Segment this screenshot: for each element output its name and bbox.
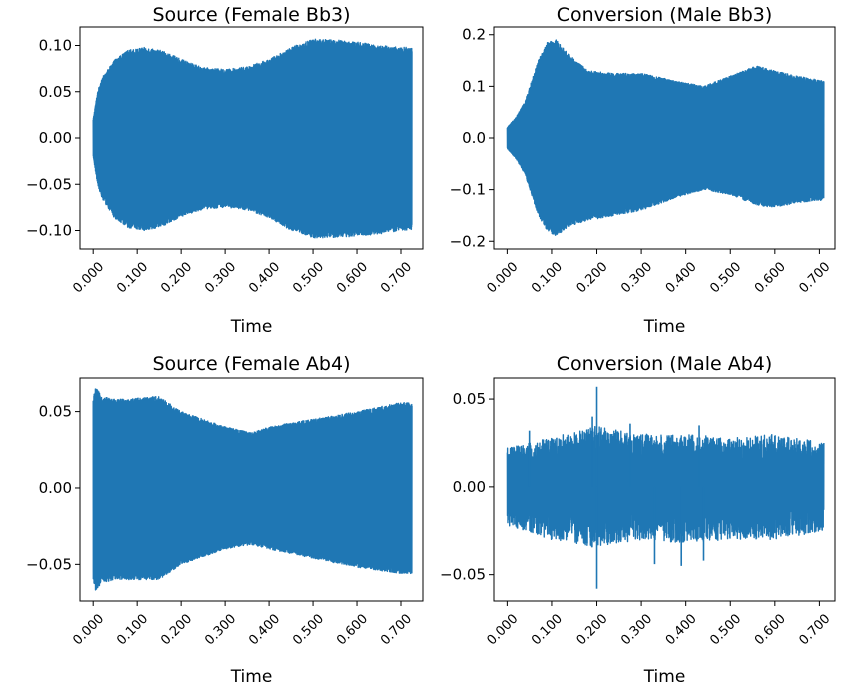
x-tick-label: 0.000 (70, 259, 107, 296)
y-axis: 0.2 0.1 0.0 −0.1 −0.2 (450, 26, 494, 250)
y-tick-label: 0.05 (453, 390, 486, 408)
waveform-group (92, 38, 413, 239)
waveform-line (92, 388, 413, 591)
y-axis: 0.10 0.05 0.00 −0.05 −0.10 (26, 37, 80, 240)
x-tick-label: 0.200 (158, 611, 195, 648)
x-tick-label: 0.100 (114, 259, 151, 296)
panel-title: Source (Female Ab4) (152, 353, 350, 375)
x-tick-label: 0.300 (618, 259, 655, 296)
x-tick-label: 0.300 (618, 611, 655, 648)
panel-source-female-bb3: Source (Female Bb3) 0.10 0.05 0.00 −0.05 −0.… (26, 4, 424, 337)
x-tick-label: 0.300 (202, 259, 239, 296)
x-axis: 0.000 0.100 0.200 0.300 0.400 0.500 0.600 0.700 (70, 249, 415, 296)
x-tick-label: 0.600 (752, 611, 789, 648)
x-tick-label: 0.000 (484, 611, 521, 648)
x-tick-label: 0.700 (797, 259, 834, 296)
x-tick-label: 0.200 (574, 611, 611, 648)
x-tick-label: 0.100 (529, 259, 566, 296)
panel-conversion-male-bb3: Conversion (Male Bb3) 0.20.10.0−0.1−0.2 … (450, 4, 836, 337)
x-axis-label: Time (230, 667, 273, 687)
y-tick-label: −0.2 (450, 232, 486, 250)
y-tick-label: 0.00 (39, 129, 72, 147)
waveform-group (506, 39, 825, 236)
axes-frame (493, 377, 836, 602)
y-tick-label: −0.1 (450, 181, 486, 199)
x-tick-label: 0.200 (574, 259, 611, 296)
waveform-line (506, 425, 825, 548)
x-tick-label: 0.600 (334, 611, 371, 648)
x-tick-label: 0.100 (529, 611, 566, 648)
panel-title: Conversion (Male Bb3) (557, 4, 773, 26)
panel-conversion-male-ab4: Conversion (Male Ab4) 0.05 0.00 −0.05 0.00… (440, 353, 836, 687)
x-tick-label: 0.700 (378, 611, 415, 648)
x-tick-label: 0.000 (484, 259, 521, 296)
x-tick-label: 0.400 (246, 259, 283, 296)
x-tick-label: 0.100 (114, 611, 151, 648)
x-tick-label: 0.500 (707, 259, 744, 296)
y-tick-label: 0.05 (39, 83, 72, 101)
x-tick-label: 0.500 (707, 611, 744, 648)
x-tick-label: 0.600 (752, 259, 789, 296)
y-tick-label: 0.10 (39, 37, 72, 55)
y-tick-label: 0.00 (39, 479, 72, 497)
x-axis-label: Time (643, 667, 686, 687)
x-axis-label: Time (230, 317, 273, 337)
x-axis: 0.000 0.100 0.200 0.300 0.400 0.500 0.600 0.700 (484, 601, 833, 648)
y-tick-label: −0.05 (26, 555, 72, 573)
y-tick-label: −0.10 (26, 222, 72, 240)
panel-source-female-ab4: Source (Female Ab4) 0.050.00−0.05 0.000 0… (26, 353, 424, 687)
x-tick-label: 0.400 (663, 611, 700, 648)
x-tick-label: 0.700 (797, 611, 834, 648)
y-tick-label: −0.05 (440, 566, 486, 584)
y-tick-label: 0.2 (462, 26, 486, 44)
y-tick-label: −0.05 (26, 175, 72, 193)
y-tick-label: 0.1 (462, 77, 486, 95)
panel-title: Source (Female Bb3) (152, 4, 350, 26)
waveform-line (506, 39, 825, 236)
x-tick-label: 0.400 (246, 611, 283, 648)
axes-frame (79, 377, 424, 602)
panel-title: Conversion (Male Ab4) (557, 353, 773, 375)
x-axis: 0.000 0.100 0.200 0.300 0.400 0.500 0.600 0.700 (484, 249, 833, 296)
y-axis: 0.05 0.00 −0.05 (26, 403, 80, 573)
y-tick-label: 0.05 (39, 403, 72, 421)
x-axis: 0.000 0.100 0.200 0.300 0.400 0.500 0.600 0.700 (70, 601, 415, 648)
x-tick-label: 0.500 (290, 259, 327, 296)
y-tick-label: 0.00 (453, 478, 486, 496)
x-tick-label: 0.000 (70, 611, 107, 648)
x-tick-label: 0.600 (334, 259, 371, 296)
waveform-line (92, 38, 413, 239)
x-tick-label: 0.400 (663, 259, 700, 296)
x-tick-label: 0.300 (202, 611, 239, 648)
y-tick-label: 0.0 (462, 129, 486, 147)
x-axis-label: Time (643, 317, 686, 337)
y-axis: 0.05 0.00 −0.05 (440, 390, 494, 584)
waveform-group (506, 386, 825, 589)
x-tick-label: 0.200 (158, 259, 195, 296)
waveform-group (92, 388, 413, 591)
x-tick-label: 0.500 (290, 611, 327, 648)
x-tick-label: 0.700 (378, 259, 415, 296)
